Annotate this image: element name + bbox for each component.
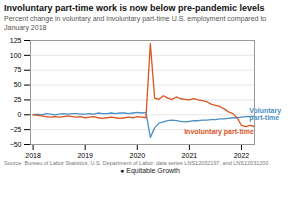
svg-text:2020: 2020	[130, 153, 146, 160]
svg-text:100: 100	[10, 52, 22, 59]
html-text:Involuntary part-time work is: Involuntary part-time work is now below …	[4, 3, 265, 13]
svg-text:50: 50	[14, 81, 22, 88]
svg-text:2021: 2021	[182, 153, 198, 160]
html-text:Voluntary: Voluntary	[249, 107, 282, 115]
svg-text:−25: −25	[10, 126, 22, 133]
svg-text:−50: −50	[10, 141, 22, 148]
svg-text:Involuntary part-time: Involuntary part-time	[184, 128, 254, 136]
svg-text:2022: 2022	[234, 153, 250, 160]
svg-text:2019: 2019	[77, 153, 93, 160]
svg-text:0: 0	[18, 111, 22, 118]
svg-text:75: 75	[14, 67, 22, 74]
svg-text:2018: 2018	[25, 153, 41, 160]
html-text:● Equitable Growth: ● Equitable Growth	[120, 166, 180, 174]
html-text:part-time: part-time	[249, 114, 280, 122]
html-text:Percent change in voluntary an: Percent change in voluntary and involunt…	[4, 15, 267, 31]
svg-text:25: 25	[14, 96, 22, 103]
html-text:Source: Bureau of Labor Statis: Source: Bureau of Labor Statistics, U.S.…	[4, 160, 269, 167]
svg-text:125: 125	[10, 37, 22, 44]
